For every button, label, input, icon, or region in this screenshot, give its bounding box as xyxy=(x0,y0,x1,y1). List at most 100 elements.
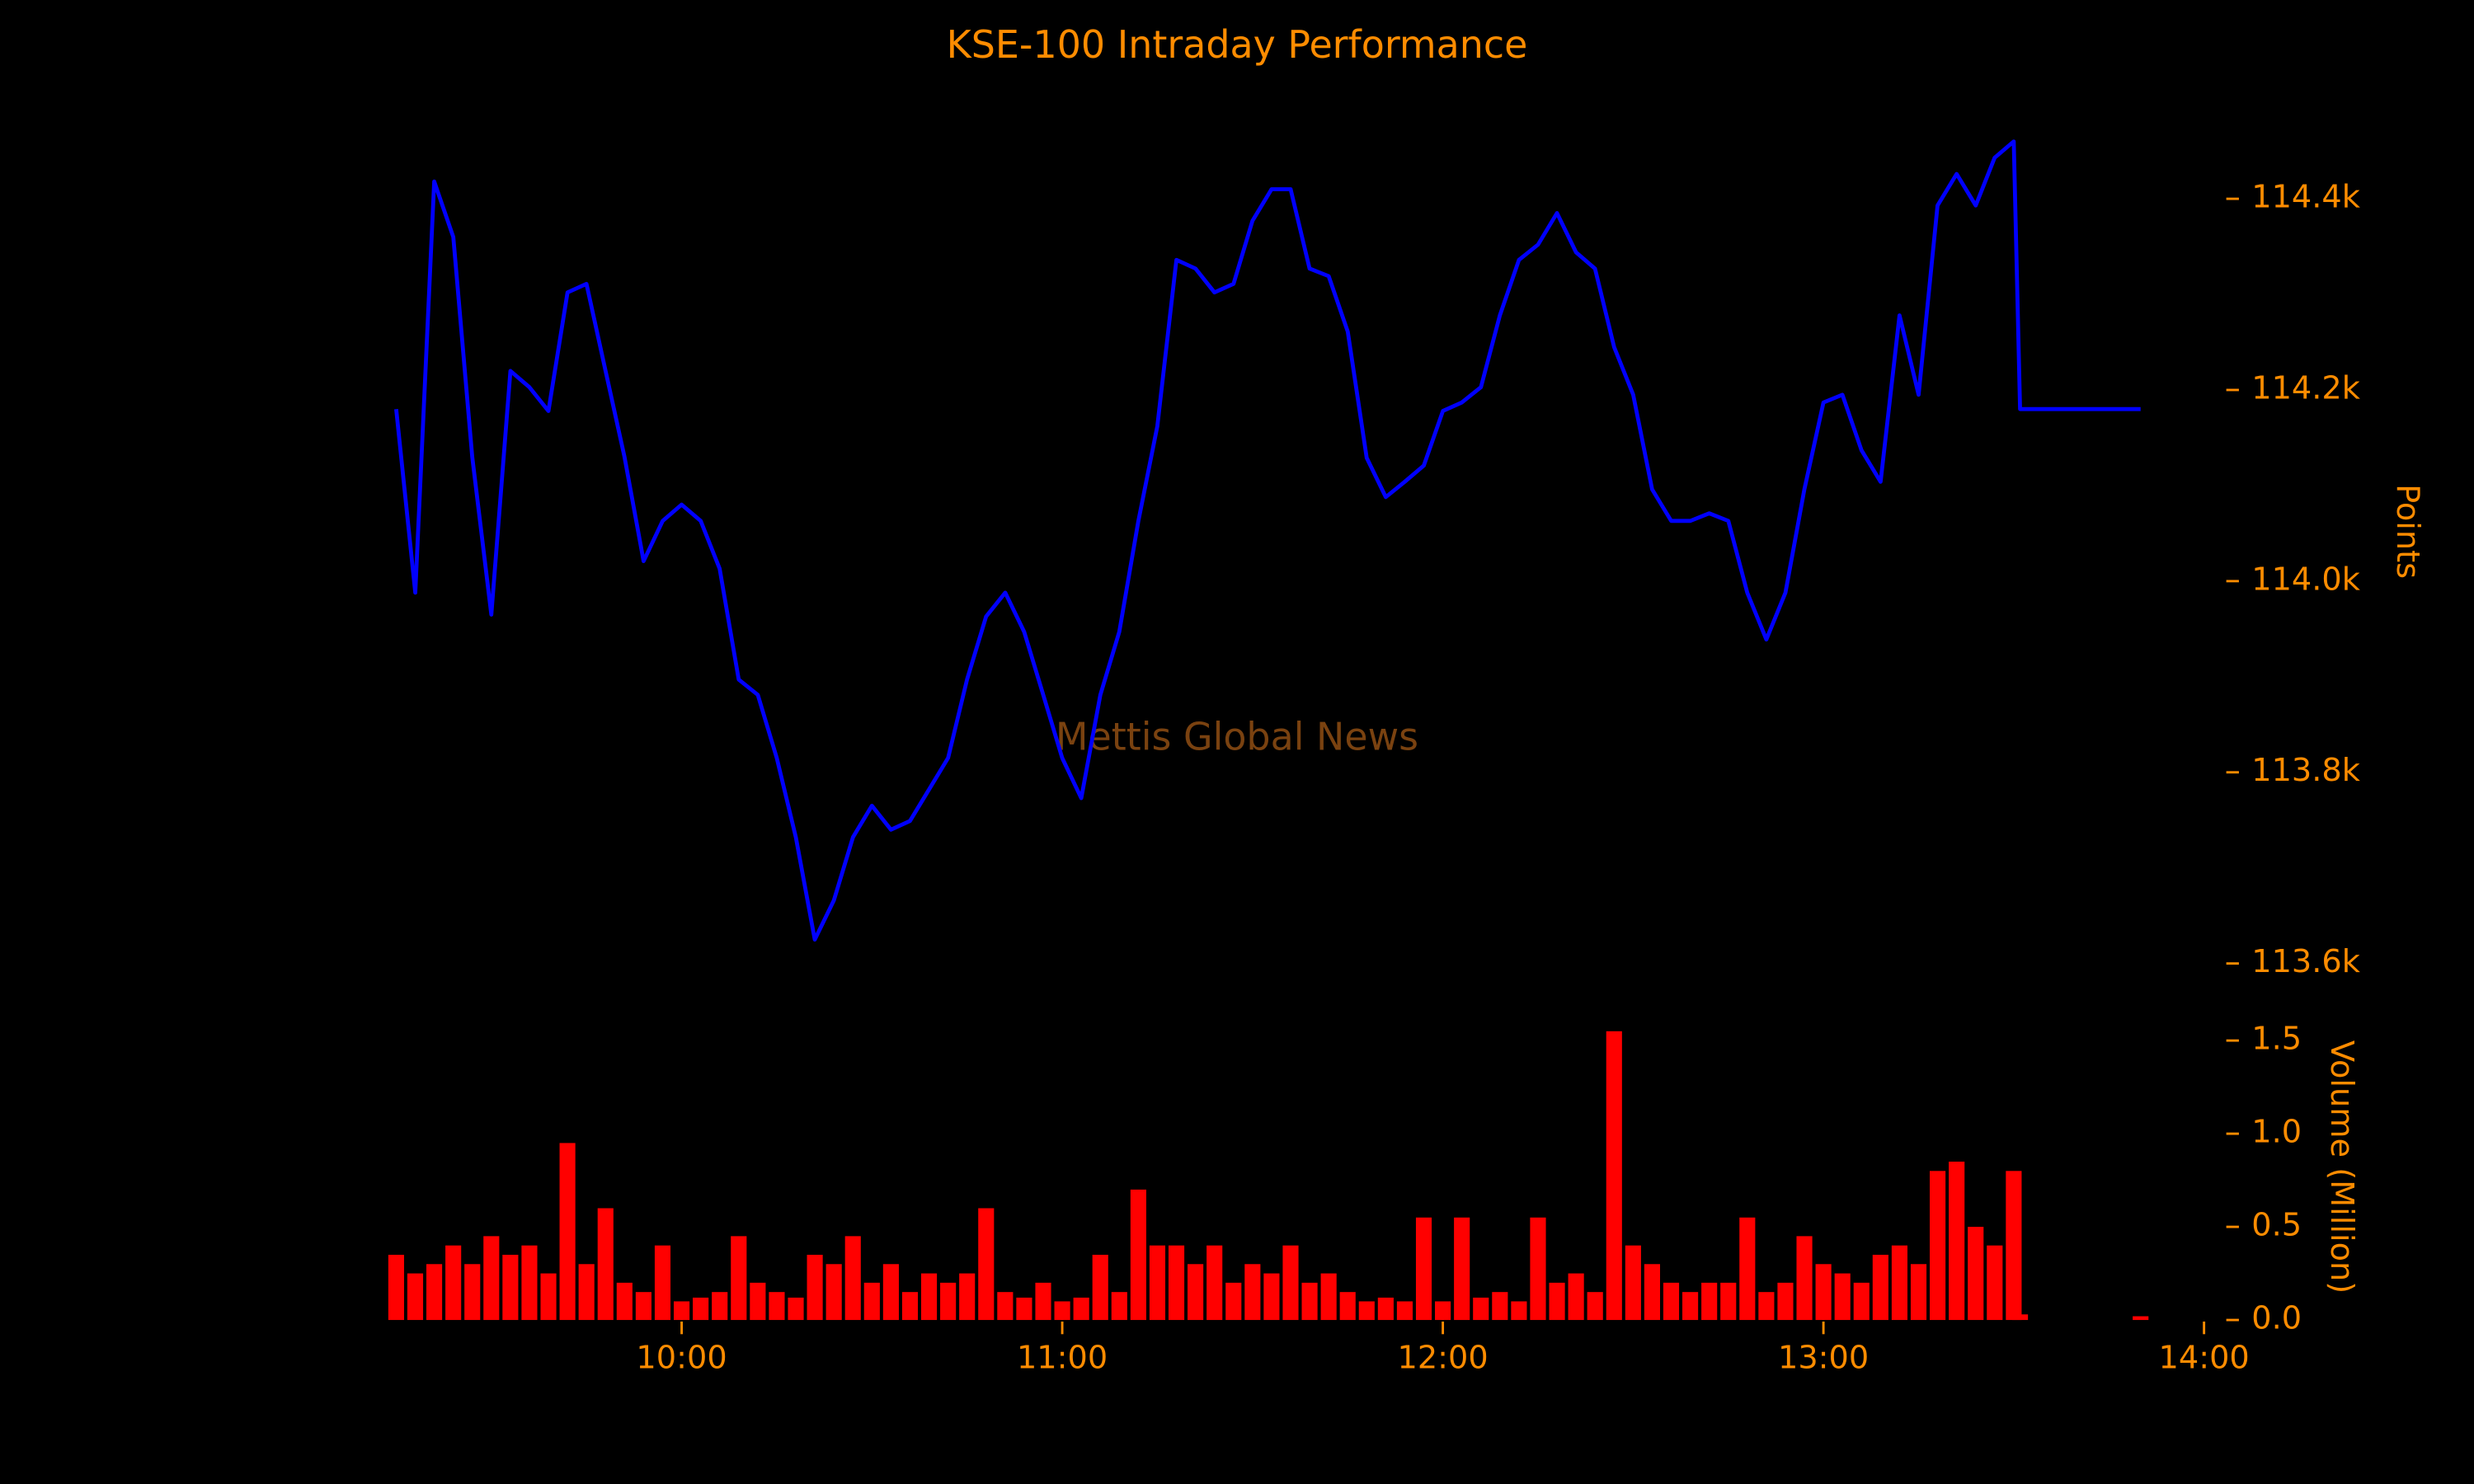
y-tick-label: 1.0 xyxy=(2251,1114,2302,1151)
volume-bar xyxy=(1301,1282,1318,1321)
volume-bar xyxy=(1739,1217,1756,1321)
volume-bar xyxy=(1987,1245,2003,1321)
volume-bar xyxy=(940,1282,957,1321)
volume-bar xyxy=(1188,1264,1204,1321)
volume-bar xyxy=(635,1292,651,1321)
x-tick-label: 12:00 xyxy=(1397,1339,1488,1376)
volume-bar xyxy=(863,1282,880,1321)
price-line xyxy=(394,139,2141,942)
volume-bar xyxy=(597,1208,614,1321)
y-tick-label: 114.4k xyxy=(2251,179,2361,216)
volume-bar xyxy=(559,1143,576,1321)
y-tick-label: 114.2k xyxy=(2251,369,2361,406)
volume-bar xyxy=(1130,1189,1146,1321)
y-tick-label: 113.8k xyxy=(2251,752,2361,789)
y2-axis-label: Volume (Million) xyxy=(2323,1040,2360,1294)
volume-bar xyxy=(1435,1301,1451,1321)
volume-bar xyxy=(1891,1245,1907,1321)
volume-bar xyxy=(844,1236,861,1321)
x-tick-label: 13:00 xyxy=(1778,1339,1869,1376)
watermark: Mettis Global News xyxy=(1056,715,1418,759)
volume-bar xyxy=(1473,1297,1489,1321)
volume-bar xyxy=(521,1245,538,1321)
volume-bar xyxy=(1682,1292,1699,1321)
volume-bar xyxy=(882,1264,899,1321)
x-tick-label: 11:00 xyxy=(1017,1339,1108,1376)
volume-bar xyxy=(1606,1031,1622,1321)
volume-bar xyxy=(445,1245,462,1321)
volume-bar xyxy=(578,1264,595,1321)
y-tick-label: 113.6k xyxy=(2251,943,2361,980)
volume-bar xyxy=(731,1236,747,1321)
volume-bar xyxy=(616,1282,633,1321)
chart-title: KSE-100 Intraday Performance xyxy=(947,22,1528,67)
y-axis-label: Points xyxy=(2389,484,2426,579)
volume-bar xyxy=(1587,1292,1603,1321)
volume-bar xyxy=(1492,1292,1508,1321)
volume-bar xyxy=(1168,1245,1185,1321)
volume-bar xyxy=(788,1297,804,1321)
volume-bar xyxy=(2006,1171,2022,1321)
volume-bar xyxy=(750,1282,766,1321)
volume-bar xyxy=(825,1264,842,1321)
volume-bar xyxy=(1149,1245,1166,1321)
volume-bar xyxy=(712,1292,728,1321)
volume-bar xyxy=(2012,1314,2029,1321)
volume-bar xyxy=(1625,1245,1641,1321)
volume-bar xyxy=(1263,1273,1280,1321)
volume-bar xyxy=(1358,1301,1375,1321)
volume-bar xyxy=(1244,1264,1261,1321)
volume-bar xyxy=(464,1264,481,1321)
volume-bar xyxy=(1949,1161,1965,1321)
volume-bar xyxy=(1225,1282,1242,1321)
volume-bar xyxy=(1930,1171,1946,1321)
volume-bar xyxy=(1968,1227,1984,1321)
volume-bar xyxy=(1016,1297,1032,1321)
volume-bar xyxy=(997,1292,1014,1321)
volume-bar xyxy=(920,1273,938,1321)
volume-bar xyxy=(1568,1273,1584,1321)
volume-bar xyxy=(1663,1282,1680,1321)
volume-bar xyxy=(1206,1245,1223,1321)
x-tick-label: 14:00 xyxy=(2159,1339,2250,1376)
volume-bar xyxy=(1282,1245,1299,1321)
volume-bar xyxy=(693,1297,709,1321)
volume-bar xyxy=(483,1236,500,1321)
volume-bar xyxy=(1644,1264,1661,1321)
volume-bar xyxy=(1415,1217,1432,1321)
volume-bar xyxy=(1910,1264,1927,1321)
volume-bar xyxy=(807,1254,823,1321)
volume-bar xyxy=(2133,1316,2149,1321)
volume-bar xyxy=(1834,1273,1851,1321)
volume-bar xyxy=(1777,1282,1794,1321)
volume-bar xyxy=(1377,1297,1394,1321)
volume-bar xyxy=(1758,1292,1775,1321)
volume-bar xyxy=(1454,1217,1470,1321)
volume-bar xyxy=(1872,1254,1888,1321)
volume-bar xyxy=(1815,1264,1832,1321)
volume-bar xyxy=(1720,1282,1737,1321)
y-tick-label: 114.0k xyxy=(2251,561,2361,598)
volume-bar xyxy=(1092,1254,1108,1321)
volume-bar xyxy=(1796,1236,1813,1321)
volume-bar xyxy=(1396,1301,1413,1321)
volume-bar xyxy=(1073,1297,1089,1321)
volume-bar xyxy=(673,1301,690,1321)
x-tick-label: 10:00 xyxy=(636,1339,727,1376)
volume-bar xyxy=(1320,1273,1337,1321)
volume-bar xyxy=(1530,1217,1546,1321)
volume-bar xyxy=(1701,1282,1718,1321)
volume-bar xyxy=(1511,1301,1527,1321)
volume-bar xyxy=(388,1254,404,1321)
volume-bar xyxy=(654,1245,671,1321)
y-tick-label: 0.0 xyxy=(2251,1300,2302,1337)
volume-bar xyxy=(1054,1301,1070,1321)
volume-bar xyxy=(1111,1292,1127,1321)
volume-bar xyxy=(769,1292,785,1321)
volume-bar xyxy=(426,1264,443,1321)
volume-bar xyxy=(901,1292,919,1321)
volume-bar xyxy=(1339,1292,1356,1321)
volume-bar xyxy=(540,1273,557,1321)
